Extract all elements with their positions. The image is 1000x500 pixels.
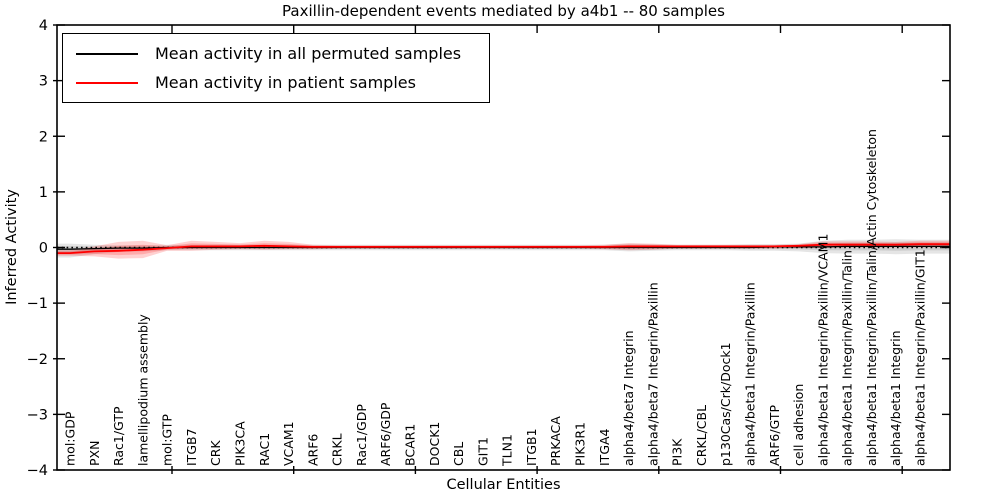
x-tick-label: cell adhesion xyxy=(791,384,806,466)
x-tick-label: lamellipodium assembly xyxy=(135,314,150,466)
x-tick-label: ITGA4 xyxy=(597,428,612,466)
x-tick-label: PRKACA xyxy=(548,416,563,466)
x-axis-label: Cellular Entities xyxy=(446,477,561,493)
x-tick-label: TLN1 xyxy=(500,434,515,467)
legend-label-permuted: Mean activity in all permuted samples xyxy=(155,44,462,63)
x-tick-label: alpha4/beta1 Integrin/Paxillin/VCAM1 xyxy=(815,234,830,466)
x-tick-label: DOCK1 xyxy=(427,422,442,466)
x-tick-label: PIK3CA xyxy=(233,421,248,466)
y-tick-label: 0 xyxy=(39,241,48,257)
y-tick-label: −1 xyxy=(27,296,48,312)
x-tick-label: GIT1 xyxy=(475,437,490,466)
y-tick-label: −2 xyxy=(27,352,48,368)
y-tick-label: 2 xyxy=(39,129,48,145)
y-tick-label: 3 xyxy=(39,74,48,90)
x-tick-label: alpha4/beta7 Integrin/Paxillin xyxy=(645,282,660,466)
x-tick-label: Rac1/GTP xyxy=(111,406,126,466)
x-tick-label: mol:GDP xyxy=(63,411,78,466)
x-tick-label: PI3K xyxy=(670,438,685,466)
x-tick-label: CRK xyxy=(208,440,223,466)
x-tick-label: alpha4/beta7 Integrin xyxy=(621,330,636,466)
x-tick-label: PIK3R1 xyxy=(573,422,588,466)
chart-title: Paxillin-dependent events mediated by a4… xyxy=(282,2,725,20)
x-tick-label: ARF6/GDP xyxy=(378,402,393,466)
x-tick-label: alpha4/beta1 Integrin/Paxillin xyxy=(743,282,758,466)
x-tick-label: alpha4/beta1 Integrin xyxy=(888,330,903,466)
x-tick-label: p130Cas/Crk/Dock1 xyxy=(718,342,733,466)
x-tick-label: ARF6 xyxy=(305,434,320,466)
x-tick-label: CRKL xyxy=(330,433,345,466)
x-tick-label: VCAM1 xyxy=(281,421,296,466)
x-tick-label: PXN xyxy=(87,441,102,466)
legend-entry-patient: Mean activity in patient samples xyxy=(63,68,489,97)
y-tick-label: −4 xyxy=(27,463,48,479)
x-tick-label: alpha4/beta1 Integrin/Paxillin/Talin xyxy=(840,250,855,466)
x-tick-label: ITGB7 xyxy=(184,428,199,466)
y-tick-label: −3 xyxy=(27,407,48,423)
permuted-band-outer xyxy=(57,239,950,258)
y-tick-label: 1 xyxy=(39,185,48,201)
legend-label-patient: Mean activity in patient samples xyxy=(155,73,416,92)
x-tick-label: CBL xyxy=(451,442,466,466)
x-tick-label: alpha4/beta1 Integrin/Paxillin/GIT1 xyxy=(913,249,928,466)
patient-band-outer xyxy=(57,240,950,259)
x-tick-label: RAC1 xyxy=(257,433,272,466)
x-tick-label: BCAR1 xyxy=(403,424,418,466)
legend: Mean activity in all permuted samples Me… xyxy=(62,33,490,103)
x-tick-label: ITGB1 xyxy=(524,428,539,466)
x-tick-label: mol:GTP xyxy=(160,414,175,466)
y-tick-label: 4 xyxy=(39,18,48,34)
permuted-line-sample-icon xyxy=(76,52,138,55)
patient-line-sample-icon xyxy=(76,81,138,84)
x-tick-label: alpha4/beta1 Integrin/Paxillin/Talin/Act… xyxy=(864,129,879,466)
x-tick-label: Rac1/GDP xyxy=(354,404,369,466)
patient-mean-line xyxy=(57,243,950,255)
x-tick-label: ARF6/GTP xyxy=(767,405,782,466)
legend-entry-permuted: Mean activity in all permuted samples xyxy=(63,39,489,68)
x-tick-label: CRKL/CBL xyxy=(694,405,709,466)
y-axis-label: Inferred Activity xyxy=(4,189,20,305)
